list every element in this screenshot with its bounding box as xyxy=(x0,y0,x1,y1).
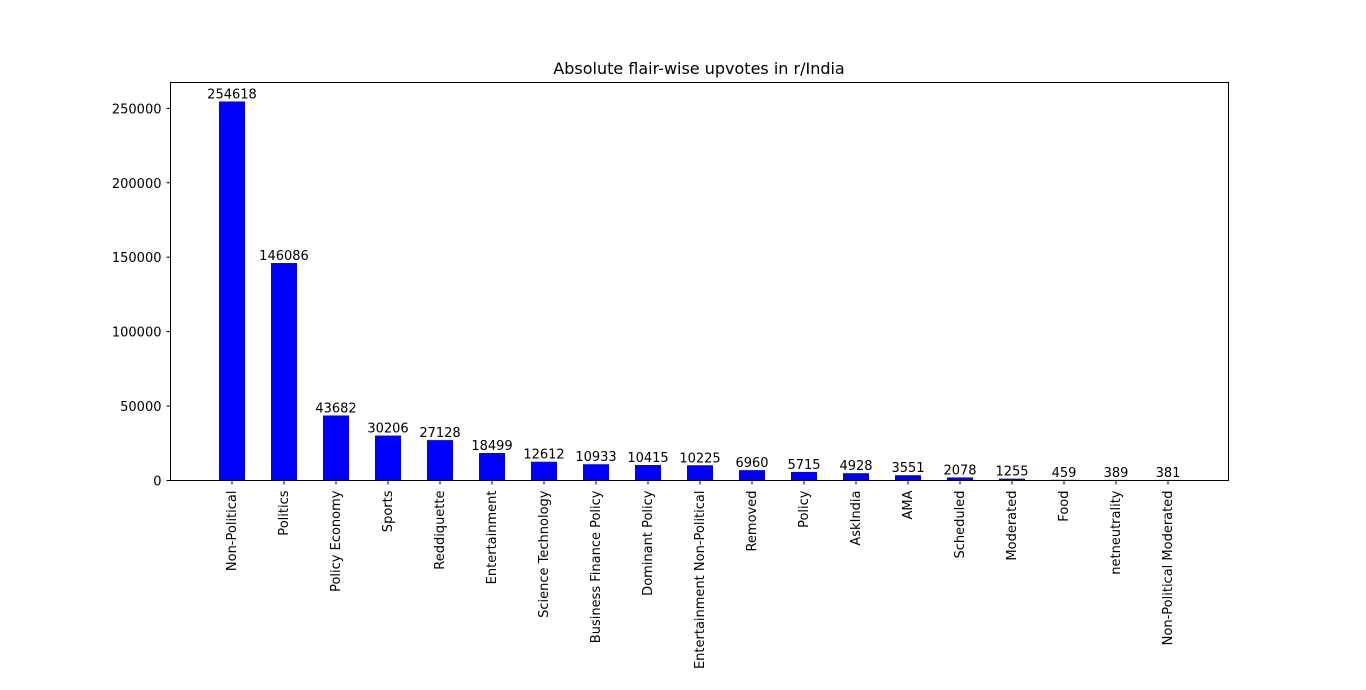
y-tick-label: 200000 xyxy=(112,177,162,192)
x-tick-label: Policy Economy xyxy=(329,490,344,592)
bar-value-label: 146086 xyxy=(259,249,309,264)
bar-value-label: 6960 xyxy=(735,456,768,471)
bar-value-label: 30206 xyxy=(367,422,408,437)
x-tick-label: Food xyxy=(1057,491,1072,522)
bar-value-label: 5715 xyxy=(787,458,820,473)
bar xyxy=(323,415,349,481)
bar xyxy=(999,478,1025,481)
bar xyxy=(635,464,661,481)
bar-value-label: 459 xyxy=(1052,466,1077,481)
bar-value-label: 2078 xyxy=(943,463,976,478)
x-tick-label: Politics xyxy=(277,490,292,535)
x-tick-label: Non-Political Moderated xyxy=(1161,491,1176,646)
y-tick-label: 0 xyxy=(153,475,161,490)
chart-title: Absolute flair-wise upvotes in r/India xyxy=(553,59,844,78)
bar xyxy=(219,101,245,481)
x-tick-label: AMA xyxy=(901,490,916,519)
bar-value-label: 4928 xyxy=(839,459,872,474)
bar xyxy=(427,440,453,481)
x-tick-label: Science Technology xyxy=(537,490,552,618)
x-tick-label: Reddiquette xyxy=(433,491,448,570)
bar xyxy=(687,465,713,481)
bar-value-label: 389 xyxy=(1104,466,1129,481)
data-labels-layer: 254618 146086 43682 30206 27128 18499 12612 109… xyxy=(207,87,1180,480)
bar xyxy=(583,464,609,481)
bar-value-label: 381 xyxy=(1156,466,1181,481)
bar-value-label: 1255 xyxy=(995,465,1028,480)
x-tick-label: Non-Political xyxy=(225,491,240,572)
bar xyxy=(531,461,557,481)
x-tick-label: AskIndia xyxy=(849,491,864,546)
x-tick-label: Sports xyxy=(381,490,396,532)
bar-value-label: 3551 xyxy=(891,461,924,476)
x-tick-label: Entertainment xyxy=(485,491,500,585)
x-tick-label: netneutrality xyxy=(1109,490,1124,575)
x-tick-label: Entertainment Non-Political xyxy=(693,491,708,670)
bar xyxy=(791,471,817,481)
y-tick-label: 50000 xyxy=(120,400,161,415)
bar-value-label: 10933 xyxy=(575,450,616,465)
bar xyxy=(947,477,973,481)
bar xyxy=(375,435,401,481)
y-tick-label: 150000 xyxy=(112,251,162,266)
bar xyxy=(843,473,869,481)
bar-value-label: 43682 xyxy=(315,401,356,416)
x-tick-label: Scheduled xyxy=(953,491,968,559)
x-tick-label: Business Finance Policy xyxy=(589,490,604,643)
bars-layer xyxy=(219,101,1181,481)
x-tick-label: Moderated xyxy=(1005,491,1020,561)
x-axis: Non-Political Politics Policy Economy Sport… xyxy=(225,480,1176,670)
bar-value-label: 18499 xyxy=(471,439,512,454)
bar-value-label: 10415 xyxy=(627,451,668,466)
bar xyxy=(479,452,505,481)
bar xyxy=(895,475,921,481)
x-tick-label: Removed xyxy=(745,491,760,552)
bar-value-label: 12612 xyxy=(523,448,564,463)
x-tick-label: Dominant Policy xyxy=(641,490,656,596)
bar xyxy=(271,263,297,481)
bar-value-label: 254618 xyxy=(207,87,257,102)
y-tick-label: 100000 xyxy=(112,326,162,341)
bar-value-label: 10225 xyxy=(679,451,720,466)
y-axis: 0 50000 100000 150000 200000 250000 xyxy=(112,102,171,490)
bar-value-label: 27128 xyxy=(419,426,460,441)
bar xyxy=(739,470,765,481)
x-tick-label: Policy xyxy=(797,490,812,528)
y-tick-label: 250000 xyxy=(112,102,162,117)
